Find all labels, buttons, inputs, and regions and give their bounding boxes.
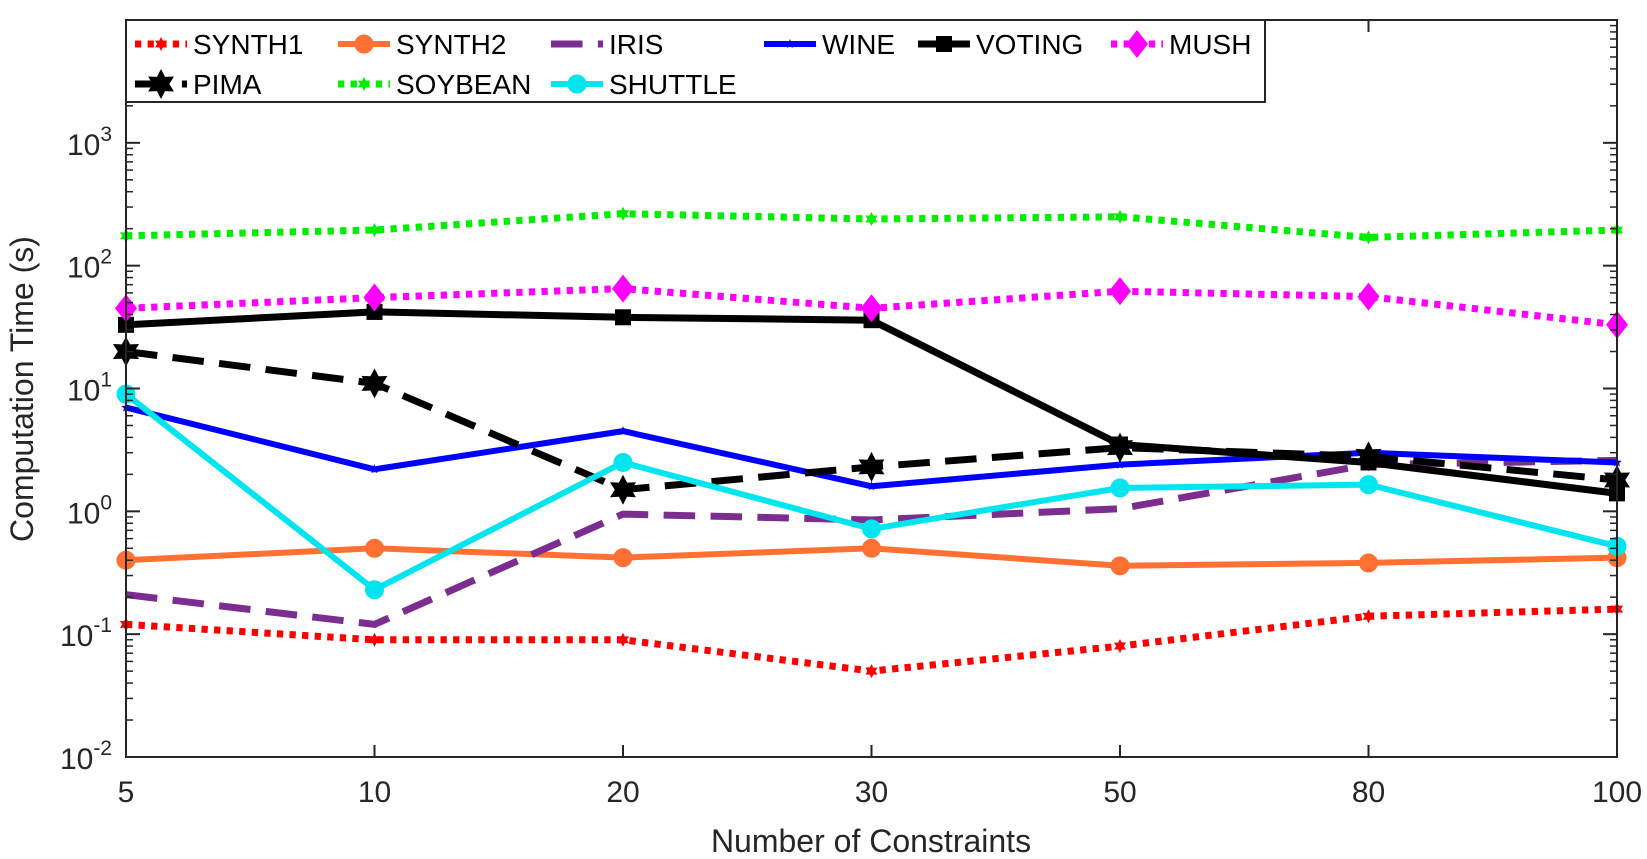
legend-entry-iris: IRIS [551,29,663,60]
series-pima [113,336,1630,505]
legend-entry-voting: VOTING [918,29,1083,60]
data-point-pima [1355,441,1382,472]
x-tick-label: 20 [606,776,639,809]
data-point-soybean [865,212,878,226]
legend-label-synth1: SYNTH1 [193,29,303,60]
x-tick-label: 50 [1103,776,1136,809]
legend-label-mush: MUSH [1169,29,1251,60]
series-shuttle [116,384,1627,600]
legend-label-synth2: SYNTH2 [396,29,506,60]
y-tick-label: 100 [67,491,112,530]
data-point-synth2 [613,548,633,568]
series-synth2 [116,538,1627,576]
legend-entry-shuttle: SHUTTLE [551,69,737,100]
data-point-mush [1357,282,1380,311]
legend-entry-mush: MUSH [1111,29,1251,60]
data-point-synth2 [1359,553,1378,573]
data-point-mush [363,283,386,312]
legend-label-voting: VOTING [976,29,1083,60]
data-point-soybean [368,223,381,237]
legend-entry-synth2: SYNTH2 [338,29,506,60]
legend-marker-synth2 [354,34,374,54]
data-point-synth2 [365,538,384,558]
legend-marker-mush [1126,30,1148,58]
legend-entry-soybean: SOYBEAN [338,69,531,100]
data-point-mush [860,294,883,323]
legend-marker-pima [148,69,174,99]
data-point-synth1 [865,664,878,679]
legend: SYNTH1 SYNTH2 IRIS WINE VOTING MUSH PIMA SOYBEA… [125,19,1266,103]
data-point-synth1 [368,632,381,647]
y-tick-label: 101 [67,369,112,408]
data-point-wine [618,426,628,436]
data-point-pima [610,474,636,505]
data-point-synth2 [1110,556,1130,576]
legend-marker-wine [785,39,795,48]
legend-entry-pima: PIMA [135,69,262,100]
data-point-mush [1109,277,1131,306]
data-point-shuttle [365,580,384,600]
data-point-voting [615,309,631,326]
y-tick-label: 103 [67,123,112,162]
data-point-wine [866,481,877,491]
data-point-mush [612,274,634,303]
legend-marker-synth1 [154,37,168,51]
axis-ticks: 5 10 20 30 50 80 100 10-2 10-1 100 101 102 103 [60,19,1642,809]
legend-box [125,19,1266,103]
data-point-shuttle [1110,478,1130,498]
y-tick-label: 10-2 [60,737,112,776]
data-point-synth1 [616,632,630,647]
data-point-wine [1115,459,1125,469]
legend-label-shuttle: SHUTTLE [609,69,737,100]
x-tick-label: 30 [855,776,888,809]
legend-entry-synth1: SYNTH1 [135,29,303,60]
y-tick-label: 102 [67,246,112,285]
x-tick-label: 100 [1592,776,1642,809]
y-tick-label: 10-1 [60,614,112,653]
y-axis-title: Computation Time (s) [4,236,40,542]
series-mush [115,274,1628,339]
data-point-shuttle [862,519,881,539]
x-tick-label: 10 [358,776,391,809]
data-point-soybean [1362,230,1375,245]
legend-label-iris: IRIS [609,29,663,60]
legend-marker-voting [936,36,952,52]
data-point-shuttle [1359,475,1378,495]
series-soybean [119,206,1624,245]
legend-entry-wine: WINE [764,29,895,60]
legend-label-pima: PIMA [193,69,262,100]
data-point-synth2 [862,538,881,558]
data-point-synth1 [1362,609,1375,624]
legend-label-soybean: SOYBEAN [396,69,531,100]
data-point-soybean [1113,209,1127,224]
series-synth1 [119,602,1624,679]
series-line-synth1 [125,605,1618,675]
data-point-voting [366,303,383,320]
data-point-soybean [616,206,630,221]
data-point-wine [369,464,380,474]
data-point-shuttle [613,452,633,472]
legend-marker-shuttle [567,74,587,94]
x-axis-title: Number of Constraints [711,823,1031,859]
x-tick-label: 80 [1352,776,1385,809]
legend-label-wine: WINE [822,29,895,60]
axes-box [125,19,1618,758]
data-point-synth1 [1113,639,1127,654]
legend-marker-soybean [357,77,371,91]
data-point-pima [1107,432,1133,463]
data-point-pima [858,451,885,482]
x-tick-label: 5 [118,776,135,809]
data-point-pima [361,368,388,399]
plot-area [113,206,1630,679]
